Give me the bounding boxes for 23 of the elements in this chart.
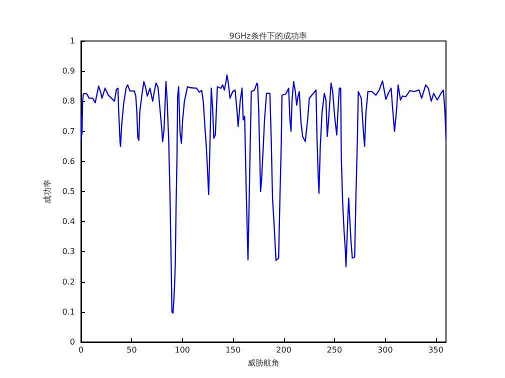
chart-title: 9GHz条件下的成功率 xyxy=(229,32,307,40)
y-tick-label: 0.2 xyxy=(62,277,75,286)
y-tick-label: 0.1 xyxy=(62,307,75,316)
y-tick-label: 0.3 xyxy=(62,247,75,256)
y-tick-label: 0.6 xyxy=(62,156,75,166)
line-series xyxy=(80,74,447,314)
y-tick-label: 0.8 xyxy=(62,96,75,106)
x-axis-title: 威胁航角 xyxy=(248,358,280,368)
y-tick-label: 1 xyxy=(70,36,75,46)
x-tick-label: 200 xyxy=(276,346,292,354)
x-tick-label: 250 xyxy=(326,346,342,354)
y-axis-title: 成功率 xyxy=(42,180,52,204)
x-tick-label: 300 xyxy=(378,346,393,354)
y-tick-label: 0 xyxy=(70,338,75,346)
x-tick-label: 100 xyxy=(174,346,190,354)
x-tick-label: 150 xyxy=(225,346,241,354)
x-tick-label: 0 xyxy=(78,346,84,354)
x-tick-label: 350 xyxy=(428,346,444,354)
y-tick-label: 0.7 xyxy=(62,126,75,136)
y-tick-label: 0.5 xyxy=(62,187,75,196)
y-tick-label: 0.9 xyxy=(62,66,75,76)
x-tick-label: 50 xyxy=(126,346,137,354)
y-tick-label: 0.4 xyxy=(62,217,75,226)
